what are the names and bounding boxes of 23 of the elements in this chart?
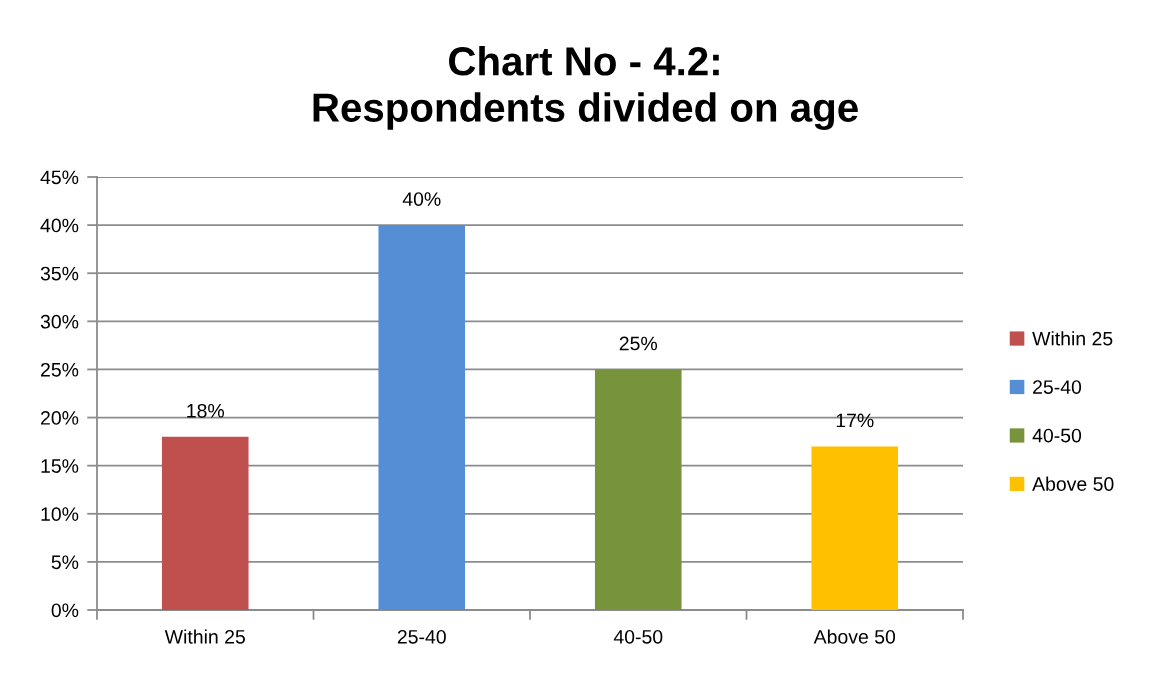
legend-label: 40-50: [1032, 428, 1082, 443]
y-tick-label: 5%: [51, 555, 79, 570]
y-tick-label: 45%: [40, 170, 79, 185]
y-tick-label: 10%: [41, 507, 79, 522]
data-label: 40%: [402, 192, 441, 206]
y-tick-label: 0%: [51, 603, 79, 618]
legend-label: Above 50: [1032, 476, 1114, 491]
y-tick-label: 30%: [40, 314, 79, 329]
x-tick-label: Within 25: [164, 629, 245, 644]
x-tick-label: 25-40: [397, 629, 446, 644]
legend-label: Within 25: [1032, 331, 1113, 346]
data-label: 18%: [187, 403, 225, 418]
y-tick-label: 25%: [41, 362, 79, 377]
y-tick-label: 20%: [41, 411, 79, 425]
data-label: 25%: [619, 336, 658, 351]
legend-label: 25-40: [1033, 380, 1082, 394]
y-tick-label: 40%: [40, 218, 79, 233]
data-label: 17%: [836, 413, 874, 428]
x-tick-label: 40-50: [613, 629, 663, 644]
x-tick-label: Above 50: [813, 629, 896, 644]
chart-title: Chart No - 4.2: Respondents divided on age: [313, 46, 858, 131]
y-tick-label: 35%: [40, 266, 79, 281]
y-tick-label: 15%: [41, 459, 79, 473]
